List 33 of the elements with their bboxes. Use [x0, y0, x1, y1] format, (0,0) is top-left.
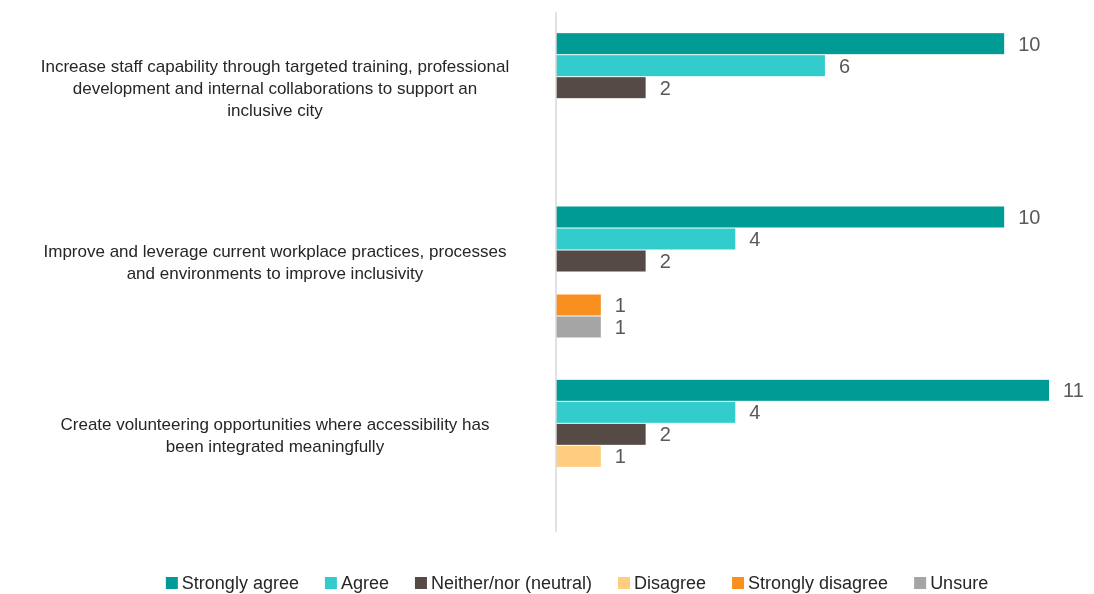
bar: [556, 316, 601, 338]
y-tick-label: Create volunteering opportunities where accessibility has been integrated meaningfully: [60, 414, 490, 456]
data-label: 4: [749, 401, 761, 424]
bar: [556, 401, 736, 423]
bar: [556, 33, 1005, 55]
data-label: 2: [659, 423, 671, 446]
legend-label: Unsure: [930, 573, 989, 593]
data-label: 1: [614, 316, 626, 338]
legend-label: Agree: [340, 573, 389, 593]
bar: [556, 228, 736, 250]
bar: [556, 294, 601, 316]
y-tick-label: Improve and leverage current workplace practices, processes and environments to improve inclusivity: [43, 241, 507, 283]
legend-label: Disagree: [634, 573, 707, 593]
data-label: 1: [614, 294, 626, 316]
bar: [556, 250, 646, 272]
bar: [556, 445, 601, 467]
bar: [556, 206, 1005, 228]
bar: [556, 77, 646, 99]
data-label: 10: [1018, 206, 1041, 228]
data-label: 6: [838, 54, 851, 77]
legend-label: Neither/nor (neutral): [430, 573, 593, 593]
legend-label: Strongly disagree: [748, 573, 889, 593]
bar: [556, 423, 646, 445]
y-tick-label: Increase staff capability through targeted training, professional development and internal collaborations to support an inclusive city: [40, 57, 510, 121]
bar: [556, 379, 1049, 401]
data-label: 11: [1063, 379, 1084, 402]
data-label: 2: [659, 76, 671, 99]
data-label: 2: [659, 250, 671, 272]
data-label: 4: [749, 228, 761, 250]
data-label: 10: [1018, 32, 1041, 55]
legend-label: Strongly agree: [181, 573, 299, 593]
bar: [556, 55, 825, 77]
data-label: 1: [614, 445, 626, 468]
